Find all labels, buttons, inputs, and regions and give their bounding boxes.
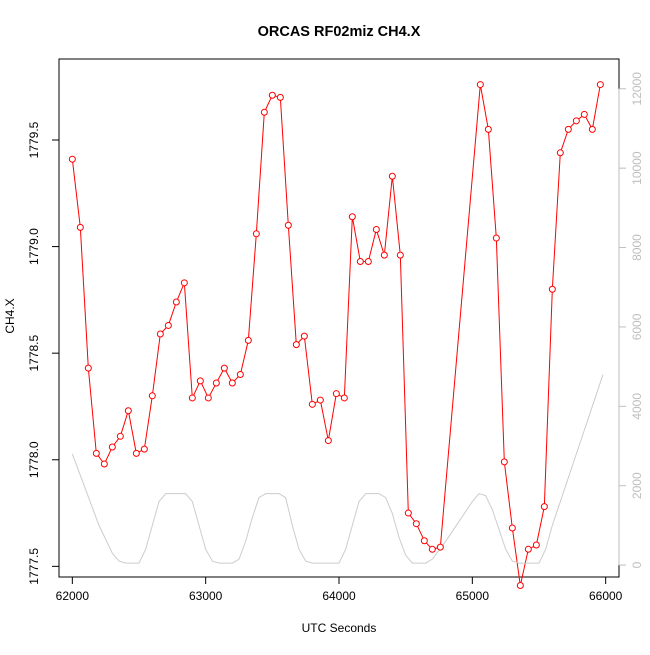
y-tick-label: 1778.5	[27, 334, 41, 371]
y-tick-label: 1779.5	[27, 121, 41, 158]
data-point	[396, 251, 404, 259]
data-point	[212, 379, 220, 387]
right-tick-label: 2000	[630, 472, 644, 499]
data-point	[228, 379, 236, 387]
data-point	[204, 394, 212, 402]
data-point	[300, 332, 308, 340]
x-tick-label: 64000	[322, 589, 356, 603]
right-tick-label: 6000	[630, 313, 644, 340]
data-point	[356, 258, 364, 266]
data-point	[388, 172, 396, 180]
data-point	[132, 449, 140, 457]
data-point	[284, 221, 292, 229]
data-point	[292, 341, 300, 349]
x-tick-label: 66000	[589, 589, 623, 603]
data-point	[564, 125, 572, 133]
data-point	[276, 93, 284, 101]
data-point	[508, 524, 516, 532]
data-point	[116, 432, 124, 440]
altitude-line	[71, 374, 604, 564]
data-point	[172, 298, 180, 306]
data-point	[324, 437, 332, 445]
data-point	[76, 223, 84, 231]
right-tick-label: 12000	[630, 72, 644, 106]
data-point	[92, 449, 100, 457]
data-point	[404, 509, 412, 517]
data-point	[484, 125, 492, 133]
data-point	[244, 336, 252, 344]
data-point	[596, 81, 604, 89]
data-point	[268, 91, 276, 99]
data-point	[556, 149, 564, 157]
y-tick-label: 1777.5	[27, 548, 41, 585]
data-point	[196, 377, 204, 385]
data-point	[428, 545, 436, 553]
data-point	[476, 81, 484, 89]
chart-title: ORCAS RF02miz CH4.X	[258, 24, 421, 40]
y-axis: 1777.5 1778.0 1778.5 1779.0 1779.5	[27, 121, 60, 585]
data-point	[316, 396, 324, 404]
data-point	[220, 364, 228, 372]
right-axis: 0 2000 4000 6000 8000 10000 12000	[618, 72, 644, 568]
data-point	[492, 234, 500, 242]
data-point	[540, 503, 548, 511]
data-point	[580, 110, 588, 118]
x-axis-label: UTC Seconds	[302, 621, 377, 635]
right-tick-label: 8000	[630, 234, 644, 261]
data-point	[548, 285, 556, 293]
data-point	[412, 520, 420, 528]
data-point	[524, 545, 532, 553]
right-tick-label: 10000	[630, 151, 644, 185]
data-point	[436, 543, 444, 551]
data-point	[588, 125, 596, 133]
data-point	[372, 226, 380, 234]
data-point	[180, 279, 188, 287]
data-point	[156, 330, 164, 338]
y-tick-label: 1778.0	[27, 441, 41, 478]
data-point	[68, 155, 76, 163]
data-point	[124, 407, 132, 415]
data-point	[140, 445, 148, 453]
data-point	[236, 370, 244, 378]
data-point	[100, 460, 108, 468]
data-point	[108, 443, 116, 451]
data-point	[188, 394, 196, 402]
data-point	[252, 230, 260, 238]
data-point	[572, 117, 580, 125]
series-group	[68, 81, 604, 590]
data-point	[500, 458, 508, 466]
data-point	[364, 258, 372, 266]
data-point	[260, 108, 268, 116]
data-point	[380, 251, 388, 259]
data-point	[148, 392, 156, 400]
data-point	[84, 364, 92, 372]
data-point	[308, 400, 316, 408]
y-tick-label: 1779.0	[27, 228, 41, 265]
x-tick-label: 62000	[56, 589, 90, 603]
right-tick-label: 0	[630, 561, 644, 568]
data-point	[164, 321, 172, 329]
data-point	[348, 213, 356, 221]
data-point	[420, 537, 428, 545]
right-tick-label: 4000	[630, 393, 644, 420]
y-axis-label: CH4.X	[3, 298, 17, 333]
data-point	[516, 582, 524, 590]
x-tick-label: 63000	[189, 589, 223, 603]
data-point	[532, 541, 540, 549]
data-point	[340, 394, 348, 402]
x-axis: 62000 63000 64000 65000 66000	[56, 576, 623, 603]
data-point	[332, 390, 340, 398]
x-tick-label: 65000	[456, 589, 490, 603]
